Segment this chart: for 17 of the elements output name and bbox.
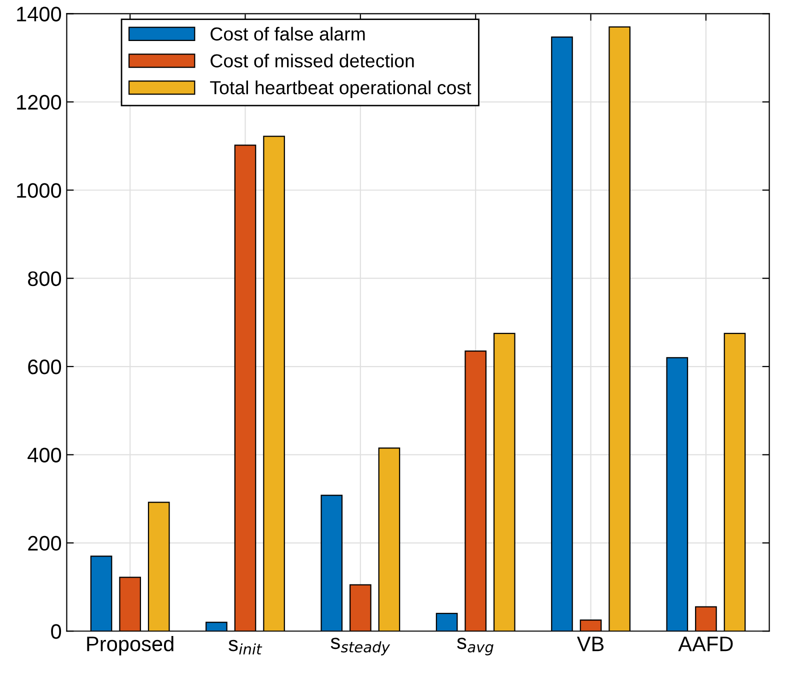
y-tick-label: 200 <box>28 536 62 551</box>
x-tick-label: VB <box>576 636 604 652</box>
legend-label: Cost of missed detection <box>210 54 414 68</box>
legend-label: Cost of false alarm <box>210 26 365 41</box>
legend-label: Total heartbeat operational cost <box>210 80 472 98</box>
y-tick-label: 0 <box>51 624 62 639</box>
x-tick-label: s$_{avg}$ <box>457 638 494 656</box>
y-tick-label: 400 <box>28 448 62 462</box>
y-tick-label: 800 <box>28 271 62 286</box>
x-tick-label: Proposed <box>87 636 174 656</box>
x-tick-label: AAFD <box>678 636 733 652</box>
x-tick-label: s$_{init}$ <box>228 640 262 654</box>
y-tick-label: 1000 <box>17 183 62 198</box>
x-tick-label: s$_{steady}$ <box>330 638 390 656</box>
y-tick-label: 1400 <box>17 6 62 22</box>
y-tick-label: 1200 <box>17 94 62 110</box>
y-tick-label: 600 <box>28 360 62 374</box>
